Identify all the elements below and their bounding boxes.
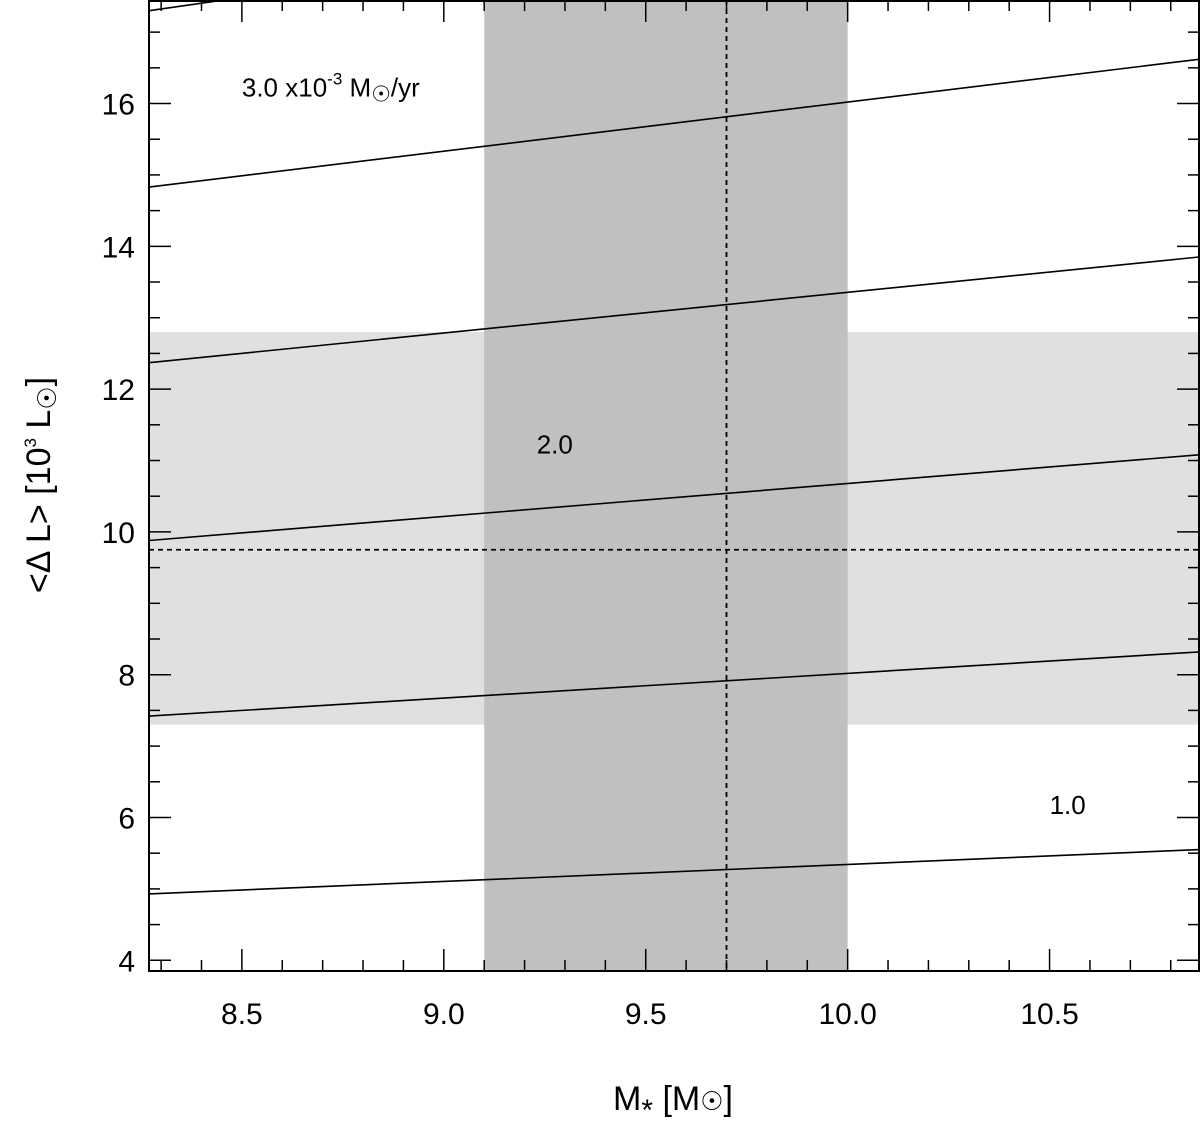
y-tick-label: 14 bbox=[102, 231, 135, 264]
series-annotation-2: 1.0 bbox=[1050, 790, 1086, 820]
reference-lines bbox=[149, 0, 1199, 971]
x-tick-label: 9.0 bbox=[423, 998, 465, 1031]
x-tick-label: 10.0 bbox=[818, 998, 876, 1031]
x-tick-label: 10.5 bbox=[1020, 998, 1078, 1031]
series-lines bbox=[149, 0, 1199, 895]
vertical-band-1 bbox=[484, 0, 848, 971]
y-tick-label: 16 bbox=[102, 89, 135, 122]
y-tick-label: 8 bbox=[118, 660, 135, 693]
series-annotation-1: 2.0 bbox=[537, 429, 573, 459]
y-tick-label: 6 bbox=[118, 802, 135, 835]
y-axis-title: <Δ L> [103 L☉] bbox=[20, 377, 62, 593]
x-axis-title: M* [M☉] bbox=[613, 1080, 733, 1127]
annotations: 3.0 x10-3 M☉/yr 2.0 1.0 bbox=[242, 69, 1086, 820]
x-tick-label: 9.5 bbox=[625, 998, 667, 1031]
axes-box bbox=[148, 0, 1200, 972]
y-tick-label: 12 bbox=[102, 374, 135, 407]
y-tick-label: 10 bbox=[102, 517, 135, 550]
tick-labels: 8.5 9.0 9.5 10.0 10.5 4 6 8 10 12 14 16 bbox=[102, 89, 1079, 1031]
series-line-3 bbox=[149, 256, 1199, 364]
axis-ticks bbox=[149, 0, 1199, 971]
y-tick-label: 4 bbox=[118, 945, 135, 978]
x-tick-label: 8.5 bbox=[221, 998, 263, 1031]
plot-frame bbox=[148, 0, 1200, 972]
series-line-1 bbox=[149, 651, 1199, 717]
shaded-bands bbox=[149, 0, 1199, 971]
series-line-0 bbox=[149, 848, 1199, 895]
series-annotation-0: 3.0 x10-3 M☉/yr bbox=[242, 69, 420, 106]
series-line-4 bbox=[149, 58, 1199, 188]
series-line-2 bbox=[149, 454, 1199, 542]
